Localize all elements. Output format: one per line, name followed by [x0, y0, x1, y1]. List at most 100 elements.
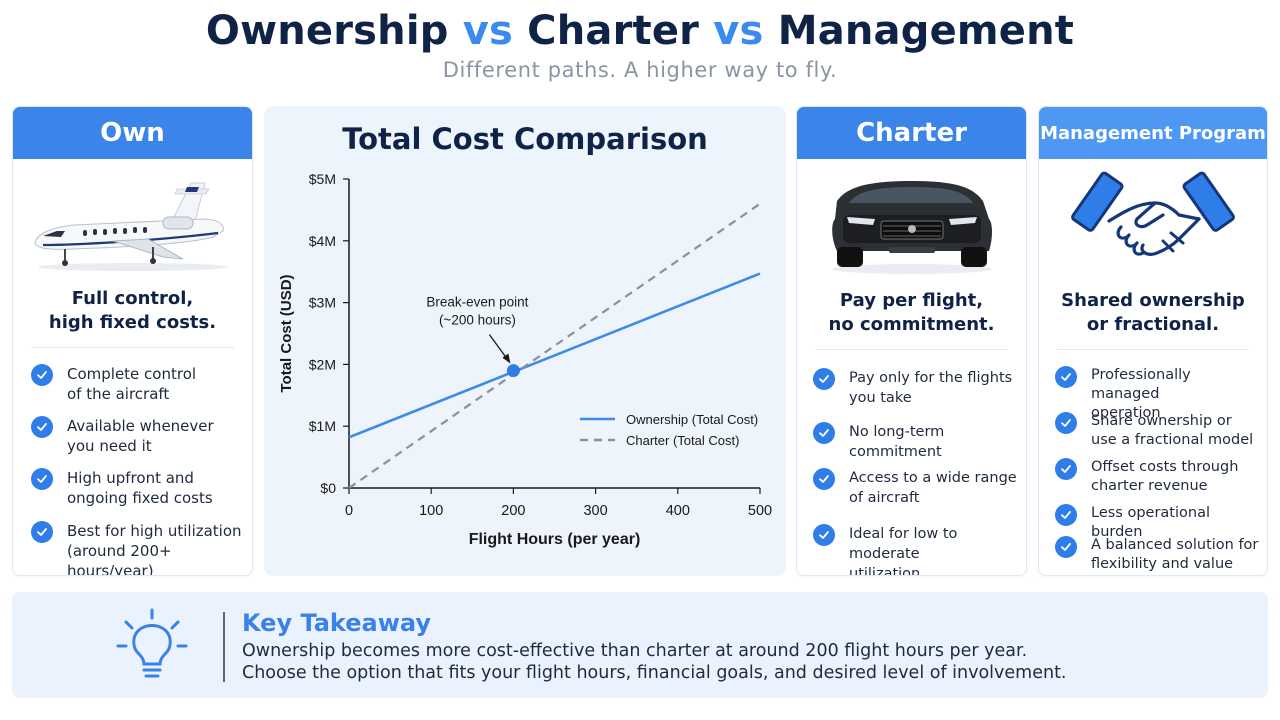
chart-title: Total Cost Comparison: [342, 122, 708, 156]
own-feature-text: ongoing fixed costs: [67, 489, 213, 507]
check-icon: [1055, 412, 1077, 434]
cost-chart-panel: Total Cost Comparison $0 $1M $2M $3M $4M $5M 0…: [264, 106, 786, 576]
x-tick-label: 100: [419, 503, 443, 519]
page-subtitle: Different paths. A higher way to fly.: [442, 58, 838, 82]
own-feature-text: you need it: [67, 437, 152, 455]
key-takeaway-panel: Key Takeaway Ownership becomes more cost…: [12, 592, 1268, 698]
check-icon: [31, 416, 53, 438]
charter-feature-text: Access to a wide range: [849, 470, 1017, 486]
own-card-heading: Own: [13, 107, 252, 159]
y-axis-label: Total Cost (USD): [278, 274, 295, 392]
own-feature-text: Complete control: [67, 365, 197, 383]
own-card: Own: [12, 106, 253, 576]
x-tick-label: 300: [583, 503, 607, 519]
management-feature-list: Professionally managed operation Share ow…: [1039, 366, 1267, 575]
check-icon: [813, 422, 835, 444]
takeaway-line-2: Choose the option that fits your flight …: [242, 663, 1067, 683]
charter-lead-line1: Pay per flight,: [839, 290, 984, 311]
cost-chart: $0 $1M $2M $3M $4M $5M 0 100 200 300 400 500 Flight …: [278, 171, 772, 548]
y-tick-label: $0: [320, 480, 336, 496]
management-feature-text: Less operational burden: [1091, 505, 1210, 540]
charter-feature-text: utilization: [849, 566, 921, 576]
title-vs-1: vs: [462, 8, 514, 54]
takeaway-divider: [223, 612, 225, 682]
y-tick-label: $5M: [309, 171, 336, 187]
charter-feature-item: Access to a wide range of aircraft: [813, 468, 1022, 524]
charter-feature-text: Pay only for the flights: [849, 370, 1013, 386]
check-icon: [1055, 536, 1077, 558]
management-feature-text: flexibility and value: [1091, 556, 1234, 572]
management-feature-text: A balanced solution for: [1091, 537, 1259, 553]
annotation-label: Break-even point: [426, 295, 528, 310]
check-icon: [31, 364, 53, 386]
own-lead-line2: high fixed costs.: [48, 312, 217, 333]
own-feature-text: (around 200+ hours/year): [67, 542, 172, 576]
charter-card-heading: Charter: [797, 107, 1026, 159]
x-tick-label: 0: [345, 503, 353, 519]
lightbulb-icon: [112, 606, 192, 684]
own-feature-item: High upfront and ongoing fixed costs: [31, 468, 242, 521]
management-feature-item: Professionally managed operation: [1055, 366, 1263, 421]
charter-card: Charter Pay per flight, no commitment. P…: [796, 106, 1027, 576]
management-feature-text: Share ownership or: [1091, 413, 1232, 429]
check-icon: [1055, 504, 1077, 526]
own-lead-line1: Full control,: [71, 288, 194, 309]
management-feature-text: Offset costs through: [1091, 459, 1239, 475]
suv-car-image: [797, 159, 1026, 277]
y-tick-label: $1M: [309, 418, 336, 434]
own-feature-item: Available whenever you need it: [31, 416, 242, 468]
management-lead: Shared ownership or fractional.: [1039, 289, 1267, 337]
own-feature-text: Available whenever: [67, 417, 214, 435]
break-even-point: [506, 364, 520, 378]
management-lead-line2: or fractional.: [1086, 314, 1220, 335]
management-card-heading: Management Program: [1039, 107, 1267, 159]
check-icon: [31, 468, 53, 490]
check-icon: [813, 468, 835, 490]
management-feature-item: Less operational burden: [1055, 504, 1263, 540]
y-tick-label: $4M: [309, 233, 336, 249]
own-lead: Full control, high fixed costs.: [13, 287, 252, 335]
charter-feature-item: Ideal for low to moderate utilization: [813, 524, 1022, 576]
management-feature-item: Share ownership or use a fractional model: [1055, 412, 1263, 458]
ownership-cost-line: [348, 272, 761, 439]
charter-lead: Pay per flight, no commitment.: [797, 289, 1026, 337]
management-feature-text: charter revenue: [1091, 478, 1208, 494]
charter-feature-item: No long-term commitment: [813, 422, 1022, 468]
takeaway-title: Key Takeaway: [242, 609, 431, 637]
charter-lead-line2: no commitment.: [828, 314, 995, 335]
charter-feature-text: No long-term commitment: [849, 424, 945, 460]
charter-feature-item: Pay only for the flights you take: [813, 368, 1022, 422]
own-feature-item: Best for high utilization (around 200+ ho…: [31, 521, 242, 576]
own-divider: [31, 347, 234, 348]
title-vs-2: vs: [713, 8, 764, 54]
legend-label: Charter (Total Cost): [626, 433, 739, 448]
own-feature-list: Complete control of the aircraft Availabl…: [13, 364, 252, 576]
management-feature-text: use a fractional model: [1091, 432, 1254, 448]
management-feature-item: Offset costs through charter revenue: [1055, 458, 1263, 504]
management-feature-text: Professionally managed: [1091, 367, 1191, 402]
title-charter: Charter: [527, 8, 700, 54]
y-tick-label: $3M: [309, 295, 336, 311]
page-title: Ownership vs Charter vs Management: [0, 8, 1280, 54]
x-tick-label: 200: [501, 503, 525, 519]
x-tick-label: 400: [666, 503, 690, 519]
management-card: Management Program Shared ownership or f…: [1038, 106, 1268, 576]
management-lead-line1: Shared ownership: [1061, 290, 1245, 311]
y-tick-label: $2M: [309, 356, 336, 372]
check-icon: [1055, 366, 1077, 388]
check-icon: [1055, 458, 1077, 480]
own-feature-text: of the aircraft: [67, 385, 170, 403]
charter-feature-text: of aircraft: [849, 490, 920, 506]
management-feature-text: operation: [1091, 405, 1161, 421]
private-jet-image: [13, 159, 252, 277]
handshake-icon: [1039, 159, 1267, 277]
charter-feature-text: you take: [849, 390, 912, 406]
title-ownership: Ownership: [205, 8, 449, 54]
own-feature-text: High upfront and: [67, 469, 194, 487]
management-divider: [1057, 349, 1249, 350]
title-management: Management: [777, 8, 1075, 54]
charter-divider: [815, 349, 1008, 350]
own-feature-text: Best for high utilization: [67, 522, 242, 540]
charter-feature-text: Ideal for low to moderate: [849, 526, 958, 562]
legend-label: Ownership (Total Cost): [626, 412, 758, 427]
